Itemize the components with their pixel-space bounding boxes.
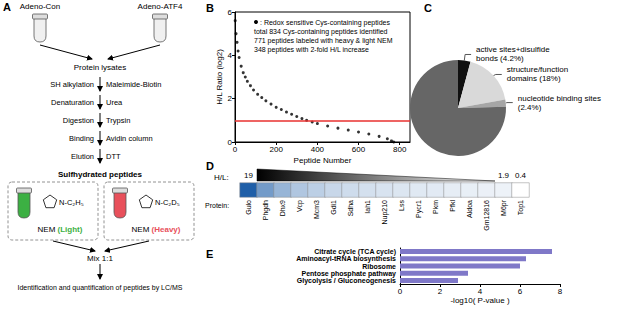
svg-text:Digestion: Digestion: [63, 116, 94, 125]
svg-text:M6pr: M6pr: [500, 199, 508, 216]
svg-text:Pkm: Pkm: [432, 200, 439, 214]
svg-text:Avidin column: Avidin column: [106, 134, 153, 143]
svg-text:4: 4: [478, 287, 483, 296]
svg-text:2: 2: [228, 94, 233, 103]
svg-text:Aldoa: Aldoa: [466, 200, 473, 218]
svg-text:Trypsin: Trypsin: [106, 116, 130, 125]
svg-text:6: 6: [228, 8, 233, 17]
svg-text:Citrate cycle (TCA cycle): Citrate cycle (TCA cycle): [314, 248, 396, 256]
svg-text:Peptide Number: Peptide Number: [294, 156, 352, 165]
svg-text:NEM (Heavy): NEM (Heavy): [132, 225, 181, 234]
svg-text:Pentose phosphate pathway: Pentose phosphate pathway: [301, 269, 396, 277]
svg-text:200: 200: [269, 145, 283, 154]
svg-text:2: 2: [438, 287, 443, 296]
svg-text:active sites+disulfide: active sites+disulfide: [476, 45, 552, 54]
svg-text:Pycr1: Pycr1: [415, 200, 423, 218]
svg-text:0: 0: [227, 137, 232, 147]
svg-text:Iah1: Iah1: [364, 200, 371, 214]
svg-text:Vcp: Vcp: [296, 200, 304, 212]
svg-text:Sulfhydrated peptides: Sulfhydrated peptides: [58, 170, 143, 179]
svg-text:Mix 1:1: Mix 1:1: [87, 254, 113, 263]
svg-text:structure/function: structure/function: [507, 65, 571, 74]
svg-text:Pfkl: Pfkl: [449, 200, 456, 212]
svg-text:Adeno-ATF4: Adeno-ATF4: [138, 2, 183, 11]
svg-text:H/L Ratio (log2): H/L Ratio (log2): [215, 49, 224, 105]
svg-text:600: 600: [352, 145, 366, 154]
svg-text:Identification and quantificat: Identification and quantification of pep…: [18, 284, 183, 292]
svg-text:-log10( P-value ): -log10( P-value ): [450, 296, 509, 305]
svg-text:SH alkylation: SH alkylation: [50, 80, 94, 89]
svg-text:Lss: Lss: [398, 200, 405, 211]
svg-text:Top1: Top1: [517, 200, 525, 215]
svg-text:E: E: [206, 248, 213, 260]
svg-text:A: A: [3, 1, 11, 13]
svg-text:Gdi1: Gdi1: [330, 200, 337, 215]
svg-text:Elution: Elution: [71, 152, 94, 161]
svg-text:Adeno-Con: Adeno-Con: [20, 2, 60, 11]
svg-text:Ribosome: Ribosome: [362, 263, 396, 270]
svg-text:Phgdh: Phgdh: [262, 200, 270, 220]
svg-text:0: 0: [398, 287, 403, 296]
svg-text:: Redox sensitive Cys-containi: : Redox sensitive Cys-containing peptide…: [260, 19, 390, 27]
svg-text:1.9: 1.9: [498, 171, 510, 180]
svg-text:Dhx9: Dhx9: [279, 200, 286, 216]
svg-text:Gm12816: Gm12816: [483, 200, 490, 231]
svg-text:N-C₂H₅: N-C₂H₅: [59, 198, 84, 207]
svg-text:NEM (Light): NEM (Light): [38, 225, 83, 234]
svg-text:DTT: DTT: [106, 152, 121, 161]
svg-text:6: 6: [518, 287, 523, 296]
svg-text:Aminoacyl-tRNA biosynthesis: Aminoacyl-tRNA biosynthesis: [296, 255, 396, 263]
svg-text:D: D: [206, 160, 214, 172]
svg-text:Mcm3: Mcm3: [313, 200, 320, 219]
svg-text:Binding: Binding: [69, 134, 94, 143]
svg-text:400: 400: [311, 145, 325, 154]
svg-text:Denaturation: Denaturation: [51, 98, 94, 107]
svg-text:Protein lysates: Protein lysates: [74, 63, 126, 72]
svg-text:Urea: Urea: [106, 98, 123, 107]
svg-text:C: C: [424, 2, 432, 14]
svg-text:Glycolysis / Gluconeogenesis: Glycolysis / Gluconeogenesis: [297, 277, 396, 285]
svg-text:0.4: 0.4: [515, 171, 527, 180]
svg-text:348 peptides with 2-fold H/L i: 348 peptides with 2-fold H/L increase: [254, 46, 369, 54]
svg-text:nucleotide binding sites: nucleotide binding sites: [518, 94, 603, 103]
svg-text:(2.4%): (2.4%): [518, 103, 542, 112]
svg-text:Maleimide-Biotin: Maleimide-Biotin: [106, 80, 161, 89]
svg-text:Gulo: Gulo: [245, 200, 252, 215]
svg-text:domains (18%): domains (18%): [507, 74, 561, 83]
svg-text:800: 800: [393, 145, 407, 154]
svg-text:Sdha: Sdha: [347, 200, 354, 216]
svg-text:B: B: [206, 2, 214, 14]
svg-text:bonds (4.2%): bonds (4.2%): [476, 54, 524, 63]
svg-text:H/L:: H/L:: [214, 173, 229, 182]
svg-text:Nup210: Nup210: [381, 200, 389, 225]
svg-text:N-C₂D₅: N-C₂D₅: [155, 198, 180, 207]
svg-text:Protein:: Protein:: [205, 202, 229, 209]
svg-text:0: 0: [233, 145, 238, 154]
svg-text:8: 8: [558, 287, 563, 296]
svg-text:4: 4: [228, 51, 233, 60]
svg-text:771 peptides labeled with heav: 771 peptides labeled with heavy & light …: [254, 37, 393, 45]
svg-text:total 834 Cys-containing pepti: total 834 Cys-containing peptides identi…: [254, 28, 388, 36]
svg-text:19: 19: [244, 171, 253, 180]
